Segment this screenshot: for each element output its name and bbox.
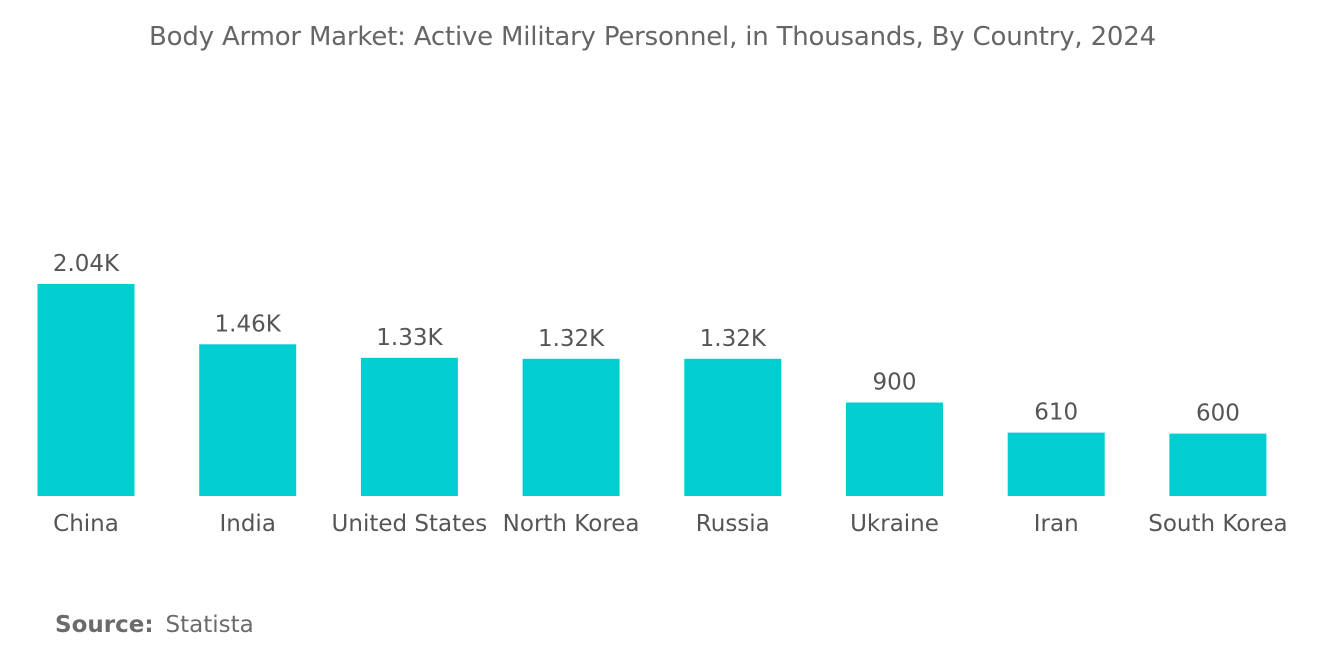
source-value: Statista — [165, 612, 254, 638]
x-tick-label-ukraine: Ukraine — [850, 511, 939, 537]
bar-russia — [684, 358, 782, 496]
bar-ukraine — [846, 402, 943, 496]
data-label-south-korea: 600 — [1196, 401, 1240, 427]
x-tick-label-south-korea: South Korea — [1148, 511, 1287, 537]
bar-north-korea — [522, 358, 620, 496]
bar-china — [37, 284, 135, 496]
x-tick-label-china: China — [53, 511, 119, 537]
source-line: Source: Statista — [55, 612, 254, 638]
source-label: Source: — [55, 612, 154, 638]
bar-iran — [1007, 432, 1105, 496]
x-tick-label-india: India — [219, 511, 275, 537]
x-tick-label-united-states: United States — [332, 511, 488, 537]
x-tick-label-north-korea: North Korea — [503, 511, 640, 537]
bar-united-states — [360, 357, 458, 496]
data-label-north-korea: 1.32K — [538, 326, 605, 352]
bar-india — [199, 344, 297, 496]
data-label-ukraine: 900 — [873, 370, 917, 396]
data-label-united-states: 1.33K — [376, 325, 443, 351]
data-label-india: 1.46K — [215, 311, 282, 337]
data-label-iran: 610 — [1034, 400, 1078, 426]
x-tick-label-iran: Iran — [1034, 511, 1079, 537]
data-label-china: 2.04K — [53, 251, 120, 277]
data-label-russia: 1.32K — [700, 326, 767, 352]
bar-south-korea — [1169, 433, 1267, 496]
x-tick-label-russia: Russia — [696, 511, 770, 537]
chart-title: Body Armor Market: Active Military Perso… — [149, 22, 1156, 52]
